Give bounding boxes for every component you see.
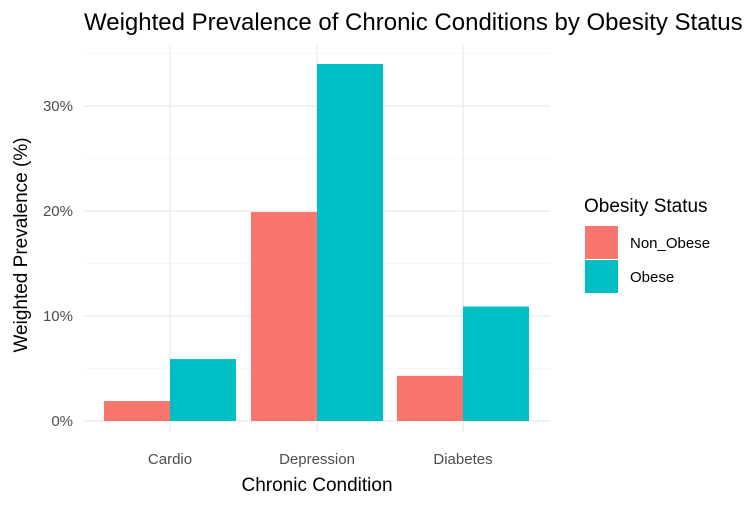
legend-items: Non_Obese Obese [585, 226, 710, 293]
legend-swatch-obese [585, 260, 618, 293]
y-tick-label: 0% [51, 413, 73, 430]
y-axis-title: Weighted Prevalence (%) [11, 137, 32, 352]
bar-non-obese-depression [251, 212, 317, 421]
legend-label: Non_Obese [630, 235, 710, 252]
chart-title: Weighted Prevalence of Chronic Condition… [84, 9, 743, 36]
x-tick-label: Cardio [148, 451, 192, 468]
y-tick-label: 30% [43, 98, 73, 115]
bar-non-obese-diabetes [397, 375, 463, 421]
x-tick-label: Diabetes [433, 451, 492, 468]
bar-obese-cardio [170, 359, 236, 421]
bars-group [104, 64, 529, 421]
legend-swatch-non-obese [585, 226, 618, 259]
bar-obese-depression [317, 64, 383, 421]
legend: Obesity Status Non_Obese Obese [584, 196, 710, 293]
legend-label: Obese [630, 269, 674, 286]
x-tick-label: Depression [279, 451, 355, 468]
y-tick-label: 10% [43, 308, 73, 325]
legend-title: Obesity Status [584, 196, 708, 217]
x-tick-labels: Cardio Depression Diabetes [148, 451, 493, 468]
bar-non-obese-cardio [104, 401, 170, 421]
y-tick-labels: 0% 10% 20% 30% [43, 98, 73, 430]
x-axis-title: Chronic Condition [241, 475, 392, 496]
bar-obese-diabetes [463, 306, 529, 421]
y-tick-label: 20% [43, 203, 73, 220]
